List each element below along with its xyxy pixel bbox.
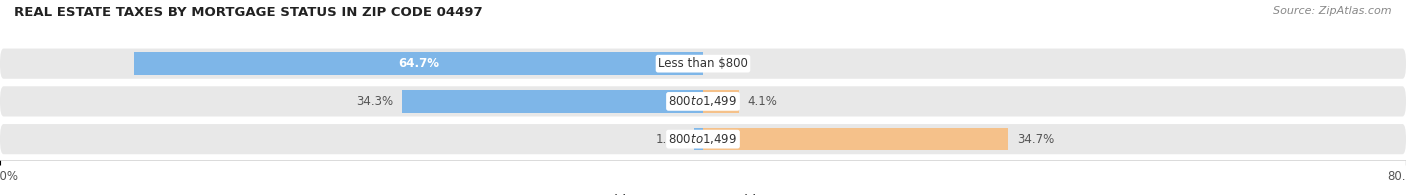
Text: Less than $800: Less than $800: [658, 57, 748, 70]
Text: $800 to $1,499: $800 to $1,499: [668, 94, 738, 108]
Bar: [695, 128, 703, 151]
Bar: [703, 90, 740, 113]
Text: 4.1%: 4.1%: [748, 95, 778, 108]
Bar: [703, 128, 1008, 151]
FancyBboxPatch shape: [0, 124, 1406, 154]
Text: 64.7%: 64.7%: [398, 57, 439, 70]
Bar: [402, 90, 703, 113]
Text: 0.0%: 0.0%: [711, 57, 741, 70]
FancyBboxPatch shape: [0, 86, 1406, 116]
Text: Source: ZipAtlas.com: Source: ZipAtlas.com: [1274, 6, 1392, 16]
Bar: [135, 52, 703, 75]
Text: REAL ESTATE TAXES BY MORTGAGE STATUS IN ZIP CODE 04497: REAL ESTATE TAXES BY MORTGAGE STATUS IN …: [14, 6, 482, 19]
FancyBboxPatch shape: [0, 49, 1406, 79]
Text: 34.7%: 34.7%: [1017, 133, 1054, 146]
Text: 34.3%: 34.3%: [356, 95, 392, 108]
Text: $800 to $1,499: $800 to $1,499: [668, 132, 738, 146]
Text: 1.0%: 1.0%: [655, 133, 686, 146]
Legend: Without Mortgage, With Mortgage: Without Mortgage, With Mortgage: [586, 194, 820, 195]
